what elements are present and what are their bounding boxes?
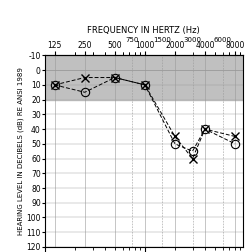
Y-axis label: HEARING LEVEL IN DECIBELS (dB) RE ANSI 1989: HEARING LEVEL IN DECIBELS (dB) RE ANSI 1…: [17, 67, 24, 235]
Title: FREQUENCY IN HERTZ (Hz): FREQUENCY IN HERTZ (Hz): [88, 26, 200, 35]
Bar: [45, 55, 242, 100]
